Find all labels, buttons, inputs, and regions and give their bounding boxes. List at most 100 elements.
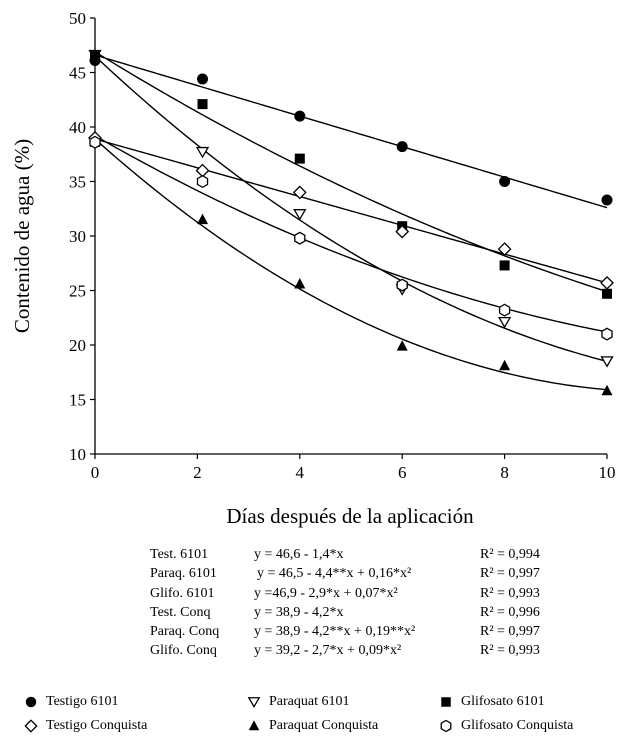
equation-row: Paraq. Conq y = 38,9 - 4,2**x + 0,19**x²… [150,622,590,641]
data-point [294,153,305,164]
legend-marker-shape [440,719,452,733]
y-tick-label: 30 [69,227,86,246]
equation-label: Test. 6101 [150,547,209,562]
equation-r2: R² = 0,997 [480,566,540,582]
legend-label: Testigo 6101 [46,694,119,709]
data-point [197,213,209,225]
equation-r2: R² = 0,994 [480,547,540,562]
legend-label: Paraquat Conquista [269,718,379,733]
equation-label: Glifo. 6101 [150,585,215,601]
equation-r2: R² = 0,997 [480,624,540,640]
legend-item: Paraquat Conquista [247,718,378,734]
data-point [197,73,209,85]
equation-row: Glifo. 6101 y =46,9 - 2,9*x + 0,07*x² R²… [150,584,590,603]
legend-label: Glifosato Conquista [461,718,574,733]
legend-marker [441,697,451,707]
fit-curve [94,54,608,209]
equation-label: Test. Conq [150,604,211,620]
data-point [499,359,511,371]
equation-row: Test. 6101 y = 46,6 - 1,4*x R² = 0,994 [150,545,590,564]
legend-marker-shape [247,697,261,709]
y-tick-label: 20 [69,336,86,355]
legend-marker-shape [24,719,38,733]
data-point [196,174,209,189]
data-point [294,277,306,289]
data-point [601,327,613,341]
equation-row: Paraq. 6101 y = 46,5 - 4,4**x + 0,16*x² … [150,564,590,583]
data-point [197,99,208,110]
legend-marker-shape [248,720,260,731]
legend-marker [248,720,260,731]
data-point [499,260,510,271]
data-point [497,242,512,256]
legend-label: Paraquat 6101 [269,694,350,709]
data-point [396,340,408,351]
legend-item: Testigo Conquista [24,718,147,734]
equation-label: Glifo. Conq [150,643,217,659]
legend-marker [24,719,38,733]
equation-r2: R² = 0,996 [480,604,540,620]
data-point [292,185,307,200]
legend-item: Glifosato 6101 [439,694,545,710]
y-tick-label: 25 [69,282,86,301]
legend-marker [247,697,261,709]
legend-label: Testigo Conquista [46,718,148,733]
data-point [90,51,100,62]
equation-formula: y =46,9 - 2,9*x + 0,07*x² [254,585,398,601]
equation-label: Paraq. 6101 [150,566,217,582]
y-tick-label: 35 [69,173,86,192]
equation-formula: y = 46,6 - 1,4*x [254,547,344,562]
data-point [600,356,614,368]
legend-marker [440,719,452,733]
regression-equations: Test. 6101 y = 46,6 - 1,4*x R² = 0,994 P… [150,545,590,661]
x-tick-label: 10 [599,463,616,482]
fit-curve [94,138,608,284]
legend-item: Testigo 6101 [24,694,119,710]
legend-label: Glifosato 6101 [461,694,545,709]
legend-item: Glifosato Conquista [439,718,573,734]
y-tick-label: 50 [69,9,86,28]
equation-formula: y = 39,2 - 2,7*x + 0,09*x² [254,643,402,659]
data-point [498,303,511,317]
legend-marker-shape [441,697,451,707]
x-tick-label: 4 [296,463,305,482]
equation-row: Test. Conq y = 38,9 - 4,2*x R² = 0,996 [150,603,590,622]
x-axis-label: Días después de la aplicación [226,504,474,528]
data-point [89,135,101,149]
x-tick-label: 6 [398,463,407,482]
x-tick-label: 8 [500,463,509,482]
legend-marker-shape [25,696,37,708]
equation-row: Glifo. Conq y = 39,2 - 2,7*x + 0,09*x² R… [150,641,590,660]
fit-curve [94,55,608,363]
data-point [499,176,511,187]
legend: Testigo 6101 Paraquat 6101 Glifosato 610… [0,694,625,742]
equation-label: Paraq. Conq [150,624,220,640]
data-point [396,141,408,153]
x-tick-label: 2 [193,463,202,482]
data-point [195,163,210,178]
data-point [601,384,613,396]
data-point [601,194,613,206]
data-point [395,224,410,239]
equation-formula: y = 46,5 - 4,4**x + 0,16*x² [257,566,412,582]
data-point [293,209,307,221]
data-point [602,288,612,299]
legend-marker [25,696,37,708]
data-point [195,146,210,159]
y-tick-label: 40 [69,118,86,137]
data-point [294,231,306,245]
y-tick-label: 45 [69,64,86,83]
equation-r2: R² = 0,993 [480,643,540,659]
fit-curves [94,51,608,391]
y-tick-label: 10 [69,445,86,464]
data-point [600,275,614,290]
y-tick-label: 15 [69,391,86,410]
fit-curve [94,135,608,333]
data-point [294,110,306,122]
y-axis-label: Contenido de agua (%) [10,139,34,333]
x-tick-label: 0 [91,463,100,482]
fit-curve [94,138,608,391]
equation-formula: y = 38,9 - 4,2*x [254,604,344,620]
equation-formula: y = 38,9 - 4,2**x + 0,19**x² [254,624,416,640]
data-point [396,278,408,292]
